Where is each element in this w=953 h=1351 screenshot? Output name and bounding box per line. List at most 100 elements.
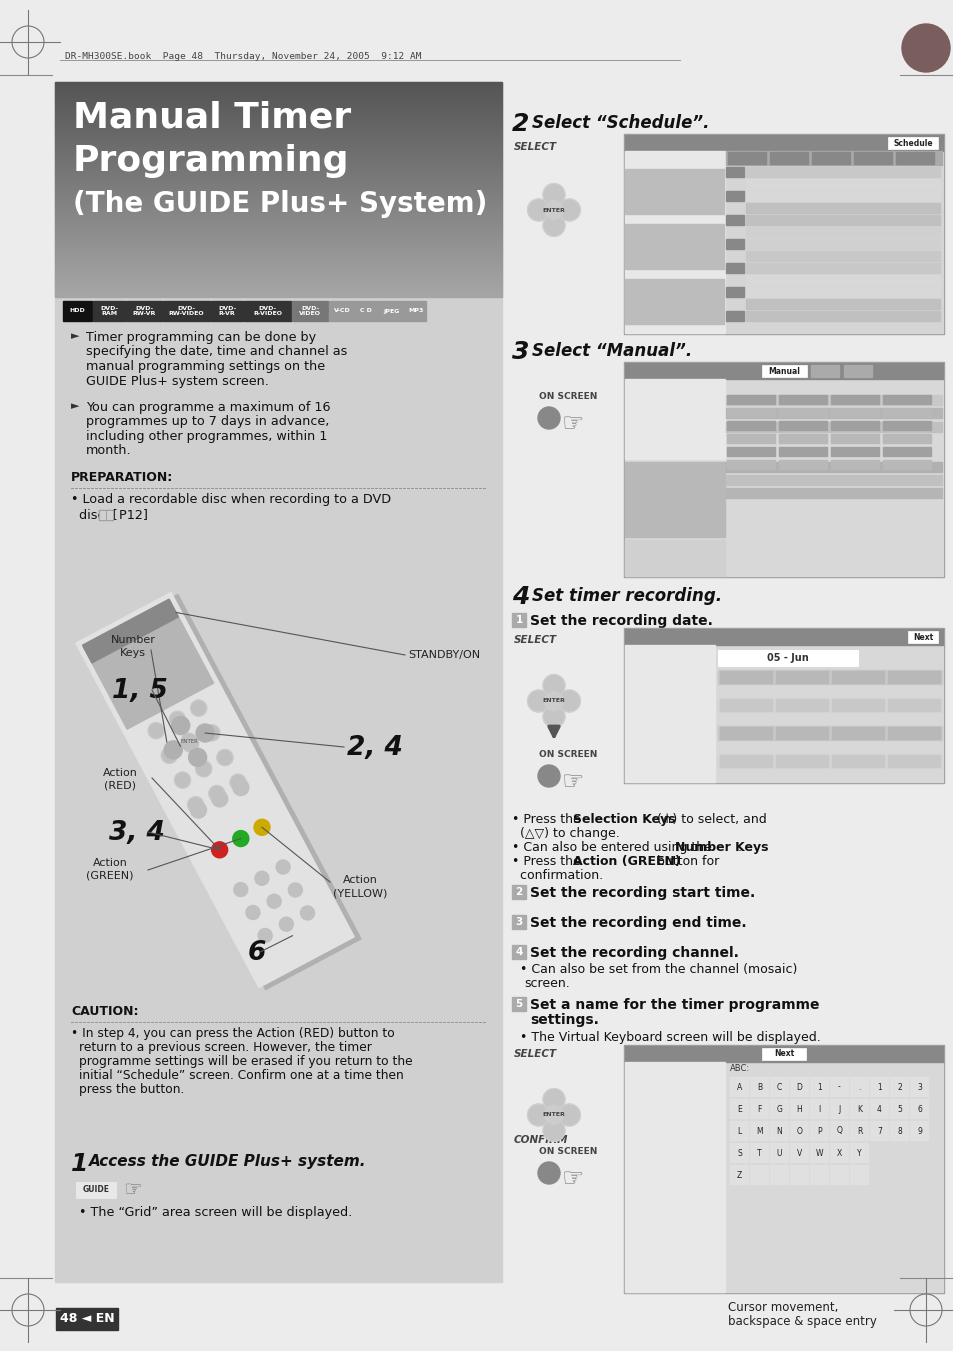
Circle shape bbox=[288, 884, 302, 897]
Text: 1: 1 bbox=[876, 1082, 881, 1092]
Text: D: D bbox=[796, 1082, 801, 1092]
Text: 1, 5: 1, 5 bbox=[112, 678, 168, 704]
Bar bbox=[725, 215, 743, 226]
Text: • Can also be set from the channel (mosaic): • Can also be set from the channel (mosa… bbox=[519, 963, 797, 975]
Text: 6: 6 bbox=[916, 1105, 921, 1113]
Bar bbox=[895, 153, 933, 163]
Bar bbox=[623, 1046, 943, 1293]
Bar bbox=[720, 698, 771, 711]
Bar bbox=[725, 239, 743, 249]
Text: 3, 4: 3, 4 bbox=[109, 820, 165, 846]
Bar bbox=[887, 755, 939, 767]
Bar bbox=[849, 1077, 868, 1097]
Bar bbox=[830, 447, 878, 457]
Circle shape bbox=[542, 184, 564, 205]
Bar bbox=[849, 1098, 868, 1119]
Text: GUIDE: GUIDE bbox=[82, 1185, 110, 1194]
Bar bbox=[76, 1182, 116, 1198]
Text: 9: 9 bbox=[916, 1127, 921, 1135]
Bar bbox=[829, 1098, 848, 1119]
Text: Timer programming can be done by: Timer programming can be done by bbox=[86, 331, 315, 345]
Text: 4: 4 bbox=[512, 585, 529, 609]
Bar bbox=[725, 311, 743, 322]
Bar bbox=[745, 276, 939, 285]
Bar bbox=[211, 301, 243, 322]
Bar bbox=[869, 1077, 888, 1097]
Circle shape bbox=[188, 797, 204, 813]
Text: ON SCREEN: ON SCREEN bbox=[538, 750, 597, 759]
Bar bbox=[789, 1077, 808, 1097]
Bar bbox=[720, 755, 771, 767]
Bar bbox=[830, 422, 878, 430]
Text: • In step 4, you can press the Action (RED) button to: • In step 4, you can press the Action (R… bbox=[71, 1027, 395, 1040]
Bar bbox=[789, 1121, 808, 1142]
Bar bbox=[726, 408, 774, 417]
Bar bbox=[831, 698, 883, 711]
Bar bbox=[624, 1062, 724, 1292]
Text: (The GUIDE Plus+ System): (The GUIDE Plus+ System) bbox=[73, 190, 487, 218]
Text: return to a previous screen. However, the timer: return to a previous screen. However, th… bbox=[79, 1042, 372, 1054]
Bar bbox=[624, 630, 942, 644]
Text: DVD-
RW-VIDEO: DVD- RW-VIDEO bbox=[169, 307, 204, 316]
Bar bbox=[745, 263, 939, 273]
Circle shape bbox=[537, 765, 559, 788]
Bar bbox=[745, 299, 939, 309]
Text: • The Virtual Keyboard screen will be displayed.: • The Virtual Keyboard screen will be di… bbox=[519, 1031, 820, 1044]
Bar bbox=[810, 365, 838, 377]
Text: • The “Grid” area screen will be displayed.: • The “Grid” area screen will be display… bbox=[79, 1206, 352, 1219]
Bar bbox=[745, 178, 939, 189]
Circle shape bbox=[537, 407, 559, 430]
Bar bbox=[909, 1098, 928, 1119]
Bar bbox=[849, 1165, 868, 1185]
Bar bbox=[829, 1143, 848, 1163]
Bar bbox=[729, 1165, 748, 1185]
Text: CONFIRM: CONFIRM bbox=[514, 1135, 568, 1146]
Circle shape bbox=[148, 723, 164, 739]
Text: Select “Schedule”.: Select “Schedule”. bbox=[532, 113, 709, 132]
Text: 1: 1 bbox=[817, 1082, 821, 1092]
Bar bbox=[512, 944, 525, 959]
Bar bbox=[869, 1098, 888, 1119]
Bar bbox=[769, 1165, 788, 1185]
Bar bbox=[725, 190, 743, 201]
Bar bbox=[624, 630, 942, 782]
Text: H: H bbox=[796, 1105, 801, 1113]
Bar bbox=[882, 408, 930, 417]
Circle shape bbox=[161, 747, 177, 763]
Text: PREPARATION:: PREPARATION: bbox=[71, 471, 173, 484]
Bar bbox=[907, 631, 937, 643]
Bar bbox=[624, 540, 724, 576]
Bar bbox=[769, 1077, 788, 1097]
Bar bbox=[512, 885, 525, 898]
Text: 5: 5 bbox=[515, 998, 522, 1009]
Bar bbox=[887, 727, 939, 739]
Bar bbox=[830, 459, 878, 469]
Text: 3: 3 bbox=[512, 340, 529, 363]
Text: Z: Z bbox=[736, 1170, 741, 1179]
Text: initial “Schedule” screen. Confirm one at a time then: initial “Schedule” screen. Confirm one a… bbox=[79, 1069, 403, 1082]
Bar bbox=[512, 997, 525, 1011]
Bar bbox=[775, 671, 827, 684]
Bar bbox=[512, 944, 525, 959]
Bar bbox=[809, 1165, 828, 1185]
Text: 4: 4 bbox=[876, 1105, 881, 1113]
Bar bbox=[789, 1098, 808, 1119]
Circle shape bbox=[246, 905, 259, 920]
Bar bbox=[718, 698, 941, 712]
Bar bbox=[909, 1077, 928, 1097]
Text: 2: 2 bbox=[512, 112, 529, 136]
Circle shape bbox=[542, 705, 564, 727]
Bar bbox=[725, 263, 743, 273]
Bar bbox=[779, 459, 826, 469]
Text: button for: button for bbox=[652, 855, 719, 867]
Text: ☞: ☞ bbox=[123, 1179, 142, 1200]
Bar bbox=[512, 915, 525, 929]
Text: programmes up to 7 days in advance,: programmes up to 7 days in advance, bbox=[86, 416, 329, 428]
Bar bbox=[720, 671, 771, 684]
Bar bbox=[99, 509, 112, 520]
Text: MP3: MP3 bbox=[408, 308, 423, 313]
Text: C D: C D bbox=[359, 308, 372, 313]
Text: DVD-
VIDEO: DVD- VIDEO bbox=[298, 307, 320, 316]
Circle shape bbox=[544, 1105, 563, 1124]
Bar bbox=[779, 408, 826, 417]
